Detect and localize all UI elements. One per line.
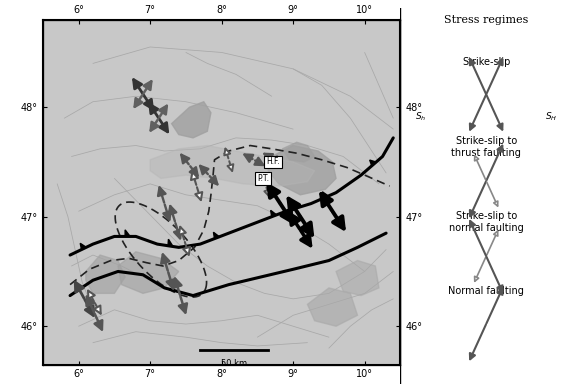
Text: Strike-slip to
thrust faulting: Strike-slip to thrust faulting	[451, 136, 521, 158]
Polygon shape	[268, 145, 336, 195]
Polygon shape	[213, 232, 219, 239]
Polygon shape	[150, 145, 315, 186]
Polygon shape	[370, 160, 376, 166]
Text: Strike-slip: Strike-slip	[462, 57, 510, 67]
Polygon shape	[172, 102, 211, 138]
Polygon shape	[271, 211, 276, 217]
Text: Normal faulting: Normal faulting	[448, 286, 524, 296]
Text: P.T.: P.T.	[257, 174, 269, 183]
Polygon shape	[80, 243, 86, 250]
Text: Stress regimes: Stress regimes	[444, 15, 529, 25]
Text: Strike-slip to
normal faulting: Strike-slip to normal faulting	[449, 211, 523, 234]
Polygon shape	[323, 192, 328, 198]
Polygon shape	[168, 239, 173, 247]
Polygon shape	[283, 142, 315, 162]
Text: $S_h$: $S_h$	[415, 111, 427, 123]
Polygon shape	[125, 230, 130, 236]
Text: $S_H$: $S_H$	[545, 111, 558, 123]
Polygon shape	[118, 252, 178, 293]
Polygon shape	[86, 255, 125, 293]
Text: H.F.: H.F.	[267, 158, 280, 167]
Polygon shape	[307, 288, 358, 326]
Polygon shape	[336, 261, 379, 296]
Text: 50 km: 50 km	[221, 359, 247, 368]
